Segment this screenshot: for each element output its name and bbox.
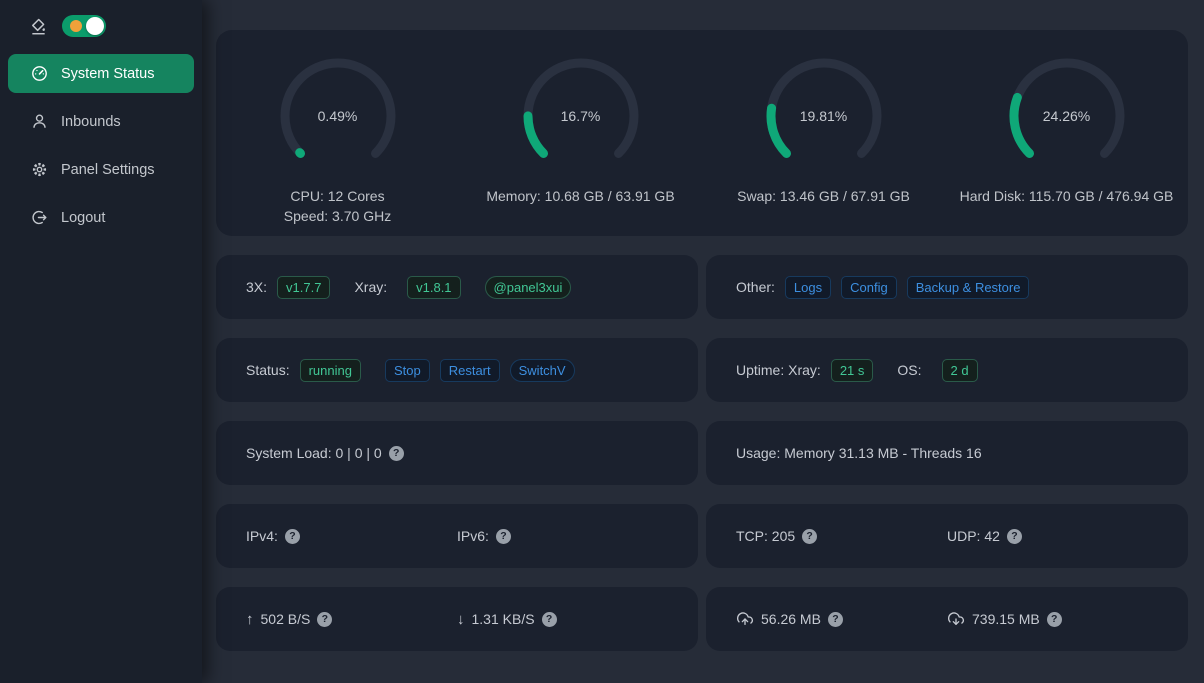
xray-version-label: Xray:	[354, 279, 388, 295]
download-total: 739.15 MB	[972, 611, 1040, 627]
config-button[interactable]: Config	[841, 275, 897, 299]
disk-percent: 24.26%	[1042, 108, 1091, 124]
dashboard-icon	[31, 65, 48, 82]
sidebar: System Status Inbounds Panel Settings	[0, 0, 202, 683]
upload-total: 56.26 MB	[761, 611, 821, 627]
memory-caption: Memory: 10.68 GB / 63.91 GB	[486, 188, 675, 204]
backup-restore-button[interactable]: Backup & Restore	[906, 275, 1030, 299]
theme-colors-icon	[30, 18, 47, 35]
os-uptime-badge: 2 d	[941, 358, 978, 382]
download-arrow-icon	[457, 611, 465, 628]
ipv6-label: IPv6:	[457, 528, 489, 544]
cloud-upload-icon	[736, 611, 754, 627]
user-icon	[31, 113, 48, 130]
sidebar-item-label: System Status	[61, 65, 155, 82]
connections-card: TCP: 205 UDP: 42	[706, 504, 1188, 568]
help-icon[interactable]	[495, 528, 511, 544]
other-label: Other:	[736, 279, 775, 295]
upload-arrow-icon	[246, 611, 254, 628]
toggle-knob	[86, 17, 104, 35]
restart-button[interactable]: Restart	[439, 358, 500, 382]
swap-percent: 19.81%	[799, 108, 848, 124]
uptime-os-label: OS:	[897, 362, 922, 378]
swap-gauge: 19.81% Swap: 13.46 GB / 67.91 GB	[702, 55, 945, 236]
tcp-count: TCP: 205	[736, 528, 796, 544]
ipv4-label: IPv4:	[246, 528, 278, 544]
help-icon[interactable]	[284, 528, 300, 544]
help-icon[interactable]	[1046, 611, 1062, 627]
logout-icon	[31, 209, 48, 226]
status-label: Status:	[246, 362, 290, 378]
system-load-card: System Load: 0 | 0 | 0	[216, 421, 698, 485]
sidebar-item-inbounds[interactable]: Inbounds	[8, 102, 194, 141]
sidebar-item-logout[interactable]: Logout	[8, 198, 194, 237]
sidebar-item-panel-settings[interactable]: Panel Settings	[8, 150, 194, 189]
ip-card: IPv4: IPv6:	[216, 504, 698, 568]
system-load-text: System Load: 0 | 0 | 0	[246, 445, 382, 461]
help-icon[interactable]	[827, 611, 843, 627]
network-total-card: 56.26 MB 739.15 MB	[706, 587, 1188, 651]
cpu-gauge: 0.49% CPU: 12 Cores Speed: 3.70 GHz	[216, 55, 459, 236]
usage-card: Usage: Memory 31.13 MB - Threads 16	[706, 421, 1188, 485]
disk-caption: Hard Disk: 115.70 GB / 476.94 GB	[959, 188, 1174, 204]
help-icon[interactable]	[802, 528, 818, 544]
xray-version-tag: v1.8.1	[407, 275, 461, 299]
sidebar-item-system-status[interactable]: System Status	[8, 54, 194, 93]
sidebar-menu: System Status Inbounds Panel Settings	[0, 54, 202, 237]
sidebar-item-label: Logout	[61, 209, 106, 226]
memory-percent: 16.7%	[560, 108, 601, 124]
panel-version-label: 3X:	[246, 279, 268, 295]
theme-controls	[0, 15, 202, 37]
xray-uptime-badge: 21 s	[830, 358, 874, 382]
cloud-download-icon	[947, 611, 965, 627]
dark-mode-toggle[interactable]	[62, 15, 106, 37]
help-icon[interactable]	[317, 611, 333, 627]
help-icon[interactable]	[1006, 528, 1022, 544]
download-speed: 1.31 KB/S	[471, 611, 535, 627]
upload-speed: 502 B/S	[260, 611, 311, 627]
xray-status-card: Status: running Stop Restart SwitchV	[216, 338, 698, 402]
sun-icon	[70, 20, 82, 32]
udp-count: UDP: 42	[947, 528, 1000, 544]
uptime-xray-label: Uptime: Xray:	[736, 362, 821, 378]
swap-caption: Swap: 13.46 GB / 67.91 GB	[737, 188, 910, 204]
other-card: Other: Logs Config Backup & Restore	[706, 255, 1188, 319]
cpu-caption: CPU: 12 Cores Speed: 3.70 GHz	[283, 188, 392, 224]
help-icon[interactable]	[388, 445, 404, 461]
gear-icon	[31, 161, 48, 178]
sidebar-item-label: Panel Settings	[61, 161, 155, 178]
sidebar-item-label: Inbounds	[61, 113, 121, 130]
help-icon[interactable]	[541, 611, 557, 627]
logs-button[interactable]: Logs	[784, 275, 832, 299]
memory-gauge: 16.7% Memory: 10.68 GB / 63.91 GB	[459, 55, 702, 236]
version-card: 3X: v1.7.7 Xray: v1.8.1 @panel3xui	[216, 255, 698, 319]
main-content: 0.49% CPU: 12 Cores Speed: 3.70 GHz 16.7…	[202, 0, 1204, 683]
resource-gauges-card: 0.49% CPU: 12 Cores Speed: 3.70 GHz 16.7…	[216, 30, 1188, 236]
stop-button[interactable]: Stop	[384, 358, 430, 382]
network-speed-card: 502 B/S 1.31 KB/S	[216, 587, 698, 651]
usage-text: Usage: Memory 31.13 MB - Threads 16	[736, 445, 982, 461]
panel-version-tag: v1.7.7	[277, 275, 331, 299]
cpu-percent: 0.49%	[317, 108, 358, 124]
uptime-card: Uptime: Xray: 21 s OS: 2 d	[706, 338, 1188, 402]
switch-version-button[interactable]: SwitchV	[509, 358, 575, 382]
telegram-tag[interactable]: @panel3xui	[484, 275, 572, 299]
disk-gauge: 24.26% Hard Disk: 115.70 GB / 476.94 GB	[945, 55, 1188, 236]
status-running-badge: running	[299, 358, 361, 382]
info-rows: 3X: v1.7.7 Xray: v1.8.1 @panel3xui Other…	[216, 255, 1188, 651]
